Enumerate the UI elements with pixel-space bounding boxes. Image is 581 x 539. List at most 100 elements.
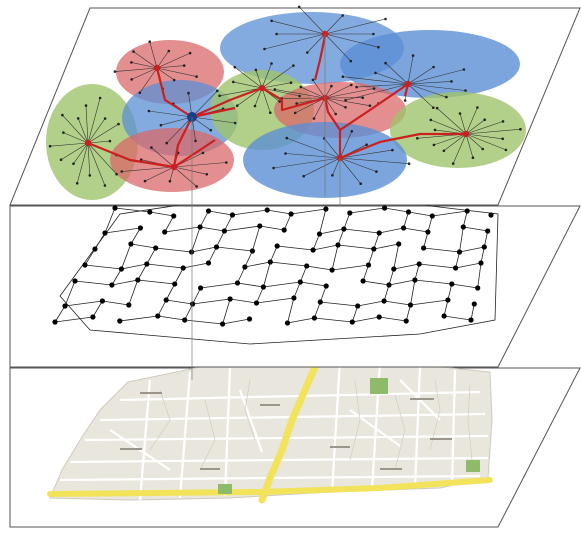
- graph-edge: [192, 287, 201, 305]
- graph-edge: [373, 232, 380, 250]
- graph-edge: [480, 246, 485, 264]
- graph-edge: [373, 243, 399, 250]
- graph-node: [335, 242, 341, 248]
- cluster-spoke: [156, 52, 191, 69]
- graph-layer-frame: [9, 205, 581, 368]
- cluster-member-node: [312, 117, 316, 120]
- graph-edge: [256, 286, 264, 304]
- cluster-spoke: [407, 83, 434, 108]
- cluster-spoke: [131, 67, 158, 80]
- cluster-region-red: [110, 128, 234, 192]
- graph-edge: [432, 210, 468, 217]
- graph-edge: [388, 279, 415, 286]
- cluster-hub: [170, 163, 178, 171]
- cluster-member-node: [476, 106, 479, 109]
- graph-node: [349, 319, 355, 325]
- graph-node: [407, 302, 414, 308]
- graph-node: [52, 319, 58, 325]
- cluster-member-node: [278, 100, 281, 103]
- cluster-member-node: [289, 81, 293, 84]
- graph-node: [147, 209, 153, 215]
- cluster-spoke: [324, 97, 346, 108]
- graph-node: [260, 284, 266, 290]
- cluster-spoke: [261, 82, 292, 89]
- graph-edge: [379, 227, 404, 234]
- cluster-member-node: [295, 102, 298, 105]
- cluster-member-node: [501, 137, 505, 141]
- graph-node: [449, 281, 455, 287]
- cluster-member-node: [331, 174, 334, 177]
- graph-edge: [423, 247, 460, 253]
- cluster-spoke: [60, 142, 89, 160]
- cluster-spoke: [261, 65, 294, 89]
- graph-node: [478, 260, 484, 266]
- graph-edge: [455, 262, 482, 269]
- graph-node: [249, 248, 255, 254]
- cluster-member-node: [411, 54, 415, 57]
- graph-node: [155, 313, 161, 319]
- cluster-member-node: [374, 71, 377, 75]
- graph-node: [471, 301, 477, 307]
- cluster-member-node: [302, 174, 306, 178]
- cluster-member-node: [59, 158, 63, 161]
- graph-edge: [263, 281, 301, 288]
- graph-edge: [287, 317, 315, 324]
- cluster-spoke: [339, 157, 410, 164]
- cluster-spoke: [87, 142, 106, 186]
- graph-node: [180, 265, 186, 271]
- graph-edge: [427, 215, 433, 233]
- graph-node: [112, 205, 118, 211]
- cluster-spoke: [173, 162, 227, 168]
- graph-node: [253, 300, 260, 306]
- graph-node: [416, 261, 422, 267]
- cluster-spoke: [191, 90, 218, 118]
- cluster-spoke: [324, 88, 375, 99]
- graph-node: [62, 303, 68, 309]
- graph-edge: [269, 245, 278, 263]
- graph-node: [316, 231, 323, 237]
- graph-node: [190, 301, 196, 307]
- cluster-member-node: [341, 14, 345, 17]
- cluster-member-node: [182, 64, 186, 67]
- graph-node: [197, 224, 203, 230]
- layer-connectors: [191, 34, 341, 380]
- graph-node: [460, 224, 466, 230]
- cluster-spoke: [356, 83, 409, 88]
- cluster-spoke: [264, 33, 326, 50]
- graph-edge: [114, 207, 150, 213]
- cluster-member-node: [519, 127, 522, 131]
- cluster-member-node: [120, 170, 123, 173]
- cluster-member-node: [62, 131, 65, 134]
- graph-node: [281, 227, 287, 233]
- graph-node: [403, 318, 409, 324]
- graph-node: [92, 246, 98, 252]
- cluster-member-node: [84, 104, 88, 107]
- cluster-member-node: [103, 184, 107, 187]
- graph-edge: [155, 247, 192, 253]
- cluster-member-node: [159, 123, 163, 127]
- graph-edge: [459, 246, 485, 253]
- cluster-spoke: [114, 67, 158, 72]
- cluster-spoke: [407, 66, 434, 85]
- graph-edge: [320, 301, 358, 307]
- graph-node: [310, 247, 316, 253]
- graph-edge: [314, 301, 321, 319]
- cluster-hub: [258, 84, 266, 92]
- graph-node: [274, 243, 280, 249]
- cluster-member-node: [285, 136, 289, 140]
- cluster-spoke: [342, 76, 409, 85]
- graph-edge: [477, 262, 482, 289]
- graph-edge: [92, 300, 103, 318]
- cluster-member-node: [108, 139, 112, 143]
- graph-node: [456, 249, 463, 255]
- graph-node: [99, 298, 105, 304]
- cluster-member-node: [113, 70, 117, 73]
- graph-edge: [312, 233, 320, 251]
- cluster-member-node: [76, 117, 80, 120]
- graph-edge: [414, 279, 452, 285]
- graph-edge: [84, 248, 96, 266]
- cluster-spoke: [131, 62, 158, 69]
- cluster-member-node: [481, 147, 485, 151]
- graph-edge: [208, 210, 233, 216]
- cluster-regions: [46, 12, 526, 200]
